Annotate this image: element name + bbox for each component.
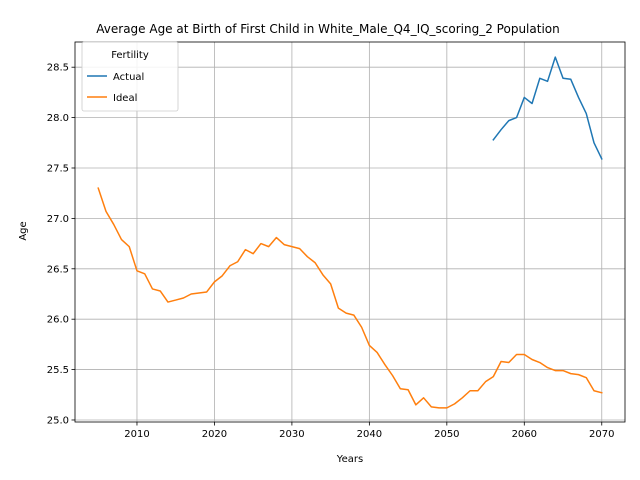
legend: Fertility Actual Ideal xyxy=(81,41,179,112)
x-axis-ticks: 2010 2020 2030 2040 2050 2060 2070 xyxy=(124,422,614,440)
y-axis-label: Age xyxy=(18,221,29,240)
y-tick-label: 25.5 xyxy=(47,365,69,376)
y-tick-label: 27.5 xyxy=(47,163,69,174)
y-tick-label: 28.0 xyxy=(47,113,69,124)
x-tick-label: 2010 xyxy=(124,429,149,440)
series-lines xyxy=(97,56,603,409)
series-line-ideal xyxy=(97,187,603,409)
legend-label-ideal: Ideal xyxy=(113,93,137,104)
y-tick-label: 25.0 xyxy=(47,415,69,426)
x-tick-label: 2070 xyxy=(589,429,614,440)
plot-frame xyxy=(74,41,626,423)
y-tick-label: 28.5 xyxy=(47,63,69,74)
y-tick-label: 26.5 xyxy=(47,264,69,275)
legend-title: Fertility xyxy=(111,50,149,61)
y-tick-label: 26.0 xyxy=(47,315,69,326)
x-tick-label: 2050 xyxy=(434,429,459,440)
x-tick-label: 2060 xyxy=(512,429,537,440)
x-tick-label: 2030 xyxy=(279,429,304,440)
y-tick-label: 27.0 xyxy=(47,214,69,225)
x-axis-label: Years xyxy=(336,454,363,465)
legend-label-actual: Actual xyxy=(113,72,144,83)
y-axis-ticks: 25.0 25.5 26.0 26.5 27.0 27.5 28.0 28.5 xyxy=(47,63,75,426)
grid xyxy=(75,42,625,422)
series-line-actual xyxy=(492,56,603,160)
chart-title: Average Age at Birth of First Child in W… xyxy=(96,22,559,36)
x-tick-label: 2020 xyxy=(202,429,227,440)
x-tick-label: 2040 xyxy=(357,429,382,440)
legend-box xyxy=(81,41,179,112)
